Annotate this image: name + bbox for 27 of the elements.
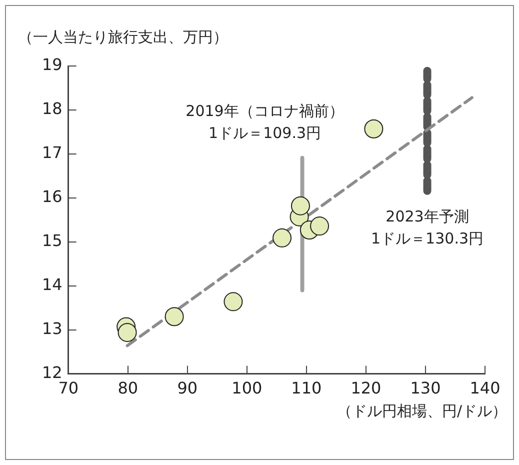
annotation: 2019年（コロナ禍前） <box>186 102 344 120</box>
x-tick-label: 110 <box>291 378 322 398</box>
y-tick-label: 19 <box>42 55 62 74</box>
y-tick-label: 13 <box>42 318 62 338</box>
point <box>164 307 184 326</box>
x-tick-label: 130 <box>410 378 441 398</box>
x-tick-label: 80 <box>118 378 138 398</box>
annotation: 1ドル＝109.3円 <box>208 124 322 142</box>
y-tick-label: 18 <box>42 99 62 118</box>
point <box>364 119 384 138</box>
x-tick-label: 90 <box>177 378 198 398</box>
x-axis-title: （ドル円相場、円/ドル） <box>336 402 507 421</box>
y-tick-label: 15 <box>42 231 62 250</box>
point <box>290 196 310 216</box>
x-tick-label: 120 <box>350 378 382 398</box>
point <box>224 292 243 312</box>
x-tick-label: 140 <box>470 378 500 398</box>
y-axis-title: （一人当たり旅行支出、万円） <box>18 28 228 47</box>
y-tick-label: 17 <box>42 143 62 162</box>
y-tick-label: 14 <box>42 275 62 294</box>
point <box>118 322 137 342</box>
annotation: 2023年予測 <box>386 208 469 226</box>
point <box>272 228 292 248</box>
annotation: 1ドル＝130.3円 <box>371 230 484 248</box>
y-tick-label: 16 <box>42 187 62 206</box>
x-tick-label: 100 <box>232 378 262 398</box>
point <box>310 216 330 236</box>
